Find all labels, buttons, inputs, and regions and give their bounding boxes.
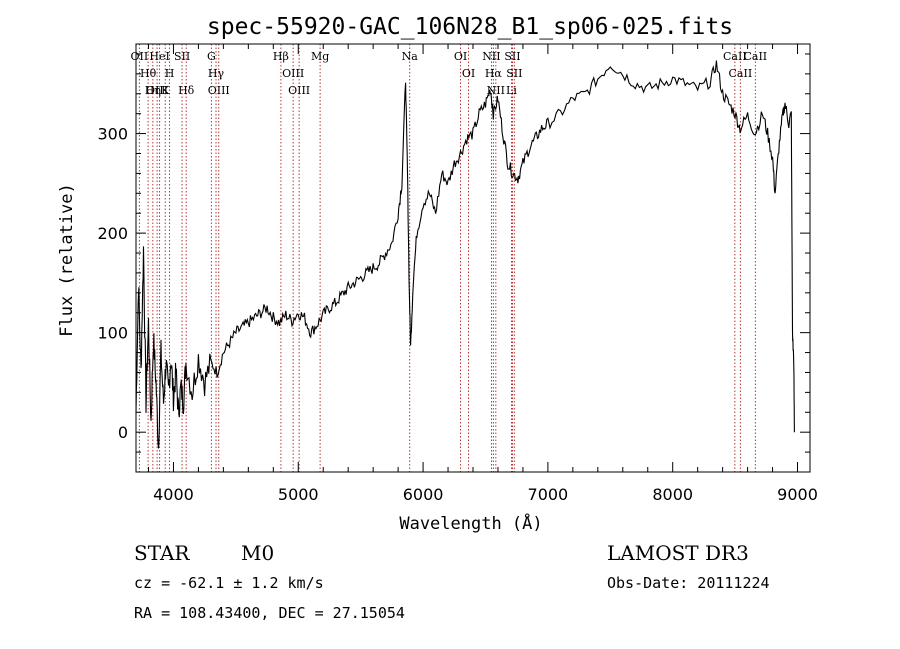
x-tick-label-5: 9000 xyxy=(777,485,818,504)
line-label-8: Hδ xyxy=(178,84,195,97)
line-label-11: Hγ xyxy=(208,67,225,80)
line-label-25: CaII xyxy=(723,50,747,63)
object-class: STAR xyxy=(134,541,190,565)
x-axis-ticks: 4000 5000 6000 7000 8000 9000 xyxy=(147,44,818,504)
x-axis-label: Wavelength (Å) xyxy=(399,512,542,534)
plot-frame xyxy=(135,43,811,473)
y-tick-label-2: 200 xyxy=(97,224,128,243)
line-label-18: OI xyxy=(462,67,475,80)
line-label-3: Hη xyxy=(145,84,161,97)
x-tick-label-0: 4000 xyxy=(153,485,194,504)
x-tick-label-3: 7000 xyxy=(528,485,569,504)
line-label-4: HeI xyxy=(149,50,169,63)
x-tick-label-2: 6000 xyxy=(403,485,444,504)
coordinates: RA = 108.43400, DEC = 27.15054 xyxy=(134,604,405,622)
line-label-0: Hθ xyxy=(140,67,157,80)
line-label-13: OIII xyxy=(282,67,304,80)
y-tick-label-1: 100 xyxy=(97,324,128,343)
line-label-12: Hβ xyxy=(273,50,289,63)
y-axis-ticks: 0 100 200 300 xyxy=(97,53,810,453)
y-tick-label-3: 300 xyxy=(97,125,128,144)
x-tick-label-1: 5000 xyxy=(278,485,319,504)
redshift-velocity: cz = -62.1 ± 1.2 km/s xyxy=(134,574,324,592)
line-label-2: OIII xyxy=(146,84,168,97)
line-label-24: SII xyxy=(506,67,522,80)
line-label-19: NII xyxy=(482,50,500,63)
line-label-9: G xyxy=(207,50,216,63)
spectral-line-markers xyxy=(138,44,756,472)
line-label-23: SII xyxy=(504,50,520,63)
y-axis-label: Flux (relative) xyxy=(57,183,77,337)
observation-date: Obs-Date: 20111224 xyxy=(607,574,770,592)
y-tick-label-0: 0 xyxy=(118,423,128,442)
line-label-20: Hα xyxy=(485,67,503,80)
survey-name: LAMOST DR3 xyxy=(607,541,749,565)
x-tick-label-4: 8000 xyxy=(652,485,693,504)
line-label-15: Mg xyxy=(311,50,329,63)
line-label-1: OII xyxy=(131,50,149,63)
line-label-6: H xyxy=(165,67,175,80)
object-subclass: M0 xyxy=(241,541,275,565)
spectral-line-labels: OIIHθHηOIIIHeIKHSIIHδGHγOIIIHβOIIIOIIIMg… xyxy=(131,50,768,97)
line-label-5: K xyxy=(161,84,170,97)
line-label-14: OIII xyxy=(288,84,310,97)
line-label-16: Na xyxy=(402,50,419,63)
line-label-26: CaII xyxy=(729,67,753,80)
spectrum-line xyxy=(135,60,795,449)
chart-title: spec-55920-GAC_106N28_B1_sp06-025.fits xyxy=(207,14,733,40)
line-label-22: Li xyxy=(506,84,517,97)
line-label-17: OI xyxy=(454,50,467,63)
line-label-7: SII xyxy=(174,50,190,63)
line-label-10: OIII xyxy=(208,84,230,97)
line-label-27: CaII xyxy=(743,50,767,63)
